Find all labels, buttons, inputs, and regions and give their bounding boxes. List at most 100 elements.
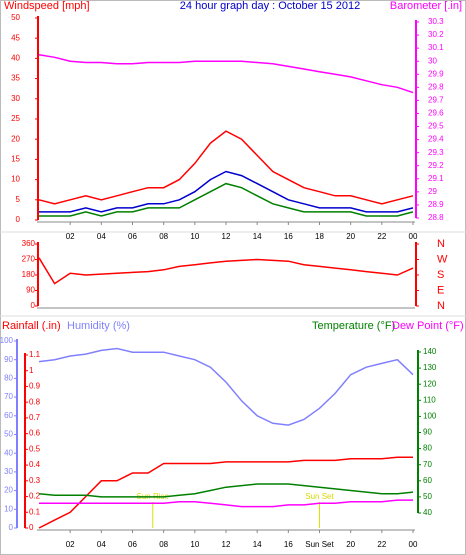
y-tick-label: 0.1 — [29, 507, 41, 516]
y-axis-label: Rainfall (.in) — [2, 320, 61, 332]
x-tick-label: 10 — [190, 232, 199, 241]
x-tick-label: 06 — [128, 540, 137, 549]
y3-tick-label: 30 — [4, 467, 13, 476]
series-line — [39, 170, 414, 213]
y2-tick-label: S — [437, 269, 444, 281]
y-tick-label: 0.9 — [29, 382, 41, 391]
y2-tick-label: 28.9 — [428, 200, 444, 209]
annotation: Sun Set — [305, 492, 334, 501]
x-tick-label: 02 — [66, 232, 75, 241]
y3-tick-label: 20 — [4, 486, 13, 495]
y-tick-label: 10 — [11, 175, 20, 184]
series-line — [38, 483, 414, 498]
y-tick-label: 0 — [31, 301, 36, 310]
x-tick-label: 00 — [409, 540, 418, 549]
x-tick-label: 22 — [377, 540, 386, 549]
y-tick-label: 90 — [26, 286, 35, 295]
y-tick-label: 25 — [11, 114, 20, 123]
y-tick-label: 0.4 — [29, 460, 41, 469]
y2-tick-label: 29 — [428, 187, 437, 196]
y-tick-label: 0.6 — [29, 429, 41, 438]
series-line — [38, 456, 413, 529]
x-tick-label: 16 — [284, 232, 293, 241]
y2-tick-label: 29.2 — [428, 161, 444, 170]
y2-tick-label: 28.8 — [428, 213, 444, 222]
series-line — [38, 257, 414, 285]
y2-tick-label: 130 — [423, 363, 437, 372]
y3-tick-label: 0 — [9, 523, 14, 532]
y2-tick-label: 90 — [423, 428, 432, 437]
y2-tick-label: 29.4 — [428, 135, 444, 144]
y-tick-label: 5 — [16, 195, 21, 204]
y2-tick-label: 30.2 — [428, 30, 444, 39]
y2-tick-label: 140 — [423, 347, 437, 356]
y2-tick-label: 40 — [423, 508, 432, 517]
y3-tick-label: 40 — [4, 448, 13, 457]
y-tick-label: 45 — [11, 33, 20, 42]
x-tick-label: 12 — [222, 540, 231, 549]
y2-tick-label: 50 — [423, 492, 432, 501]
x-tick-label: 02 — [66, 540, 75, 549]
y2-tick-label: 29.5 — [428, 122, 444, 131]
y2-axis-label: Barometer [.in] — [390, 0, 462, 12]
y-tick-label: 0.2 — [29, 492, 41, 501]
series-line — [39, 182, 414, 217]
y2-tick-label: 29.9 — [428, 69, 444, 78]
x-tick-label: 10 — [190, 540, 199, 549]
y3-tick-label: 100 — [0, 336, 14, 345]
x-tick-label: 12 — [222, 232, 231, 241]
y-tick-label: 0.7 — [29, 413, 41, 422]
y3-tick-label: 10 — [4, 504, 13, 513]
series-line — [38, 130, 414, 205]
y-tick-label: 1 — [29, 366, 34, 375]
y2-tick-label: N — [437, 300, 445, 312]
y3-tick-label: 50 — [4, 430, 13, 439]
x-tick-label: 06 — [128, 232, 137, 241]
y-tick-label: 35 — [11, 74, 20, 83]
series-line — [39, 499, 413, 508]
x-tick-label: 04 — [97, 232, 106, 241]
y-tick-label: 30 — [11, 94, 20, 103]
y2-tick-label: 29.1 — [428, 174, 444, 183]
y2-tick-label: 30 — [428, 56, 437, 65]
x-tick-label: 14 — [253, 232, 262, 241]
x-tick-label: 08 — [159, 540, 168, 549]
y-tick-label: 1.1 — [29, 350, 41, 359]
y3-tick-label: 60 — [4, 411, 13, 420]
series-line — [38, 347, 414, 426]
y-tick-label: 0 — [29, 523, 34, 532]
y-axis-label: Windspeed [mph] — [4, 0, 90, 12]
y2-tick-label: 29.3 — [428, 148, 444, 157]
y-tick-label: 180 — [22, 270, 36, 279]
y2-tick-label: 29.7 — [428, 96, 444, 105]
y2-tick-label: 80 — [423, 444, 432, 453]
y2-tick-label: 110 — [423, 395, 436, 404]
y3-tick-label: 70 — [4, 392, 13, 401]
y2-tick-label: E — [437, 284, 444, 296]
y-tick-label: 15 — [11, 155, 20, 164]
x-tick-label: 20 — [346, 232, 355, 241]
y2-tick-label: N — [437, 238, 445, 250]
x-tick-label: Sun Set — [305, 540, 334, 549]
x-tick-label: 14 — [253, 540, 262, 549]
y3-tick-label: 80 — [4, 374, 13, 383]
y2-tick-label: 30.3 — [428, 17, 444, 26]
x-tick-label: 16 — [284, 540, 293, 549]
y2-tick-label: 29.8 — [428, 82, 444, 91]
x-tick-label: 22 — [377, 232, 386, 241]
y-tick-label: 270 — [22, 255, 36, 264]
x-tick-label: 08 — [159, 232, 168, 241]
y2-tick-label: 100 — [423, 412, 437, 421]
y2-axis-label: Temperature (°F) — [312, 320, 395, 332]
y2-tick-label: 70 — [423, 460, 432, 469]
y-tick-label: 20 — [11, 134, 20, 143]
x-tick-label: 18 — [315, 232, 324, 241]
y4-axis-label: Dew Point (°F) — [392, 320, 464, 332]
x-tick-label: 04 — [97, 540, 106, 549]
y2-tick-label: 29.6 — [428, 109, 444, 118]
x-tick-label: 20 — [346, 540, 355, 549]
series-line — [38, 53, 414, 94]
y3-axis-label: Humidity (%) — [67, 320, 130, 332]
y-tick-label: 0 — [16, 215, 21, 224]
